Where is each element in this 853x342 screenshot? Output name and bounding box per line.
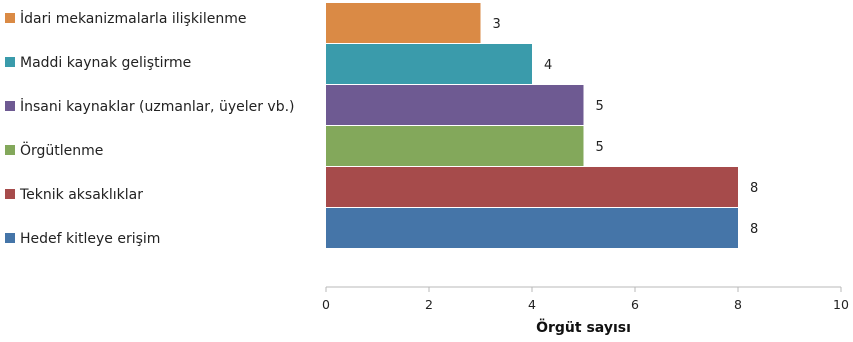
bar-0: [326, 3, 481, 43]
bar-5: [326, 208, 738, 248]
legend-swatch-1: [5, 57, 15, 67]
bars: [326, 3, 738, 248]
legend: İdari mekanizmalarla ilişkilenme Maddi ka…: [5, 9, 295, 247]
data-label-0: 3: [493, 17, 501, 32]
x-axis: 0 2 4 6 8 10: [322, 286, 849, 312]
bar-2: [326, 85, 584, 125]
legend-swatch-0: [5, 13, 15, 23]
data-label-2: 5: [596, 99, 604, 114]
bar-4: [326, 167, 738, 207]
data-labels: 3 4 5 5 8 8: [493, 17, 759, 237]
legend-label-5: Hedef kitleye erişim: [20, 231, 160, 247]
legend-swatch-2: [5, 101, 15, 111]
legend-label-3: Örgütlenme: [20, 141, 103, 159]
x-tick-label-3: 6: [631, 297, 639, 312]
legend-label-0: İdari mekanizmalarla ilişkilenme: [20, 9, 246, 27]
x-tick-label-1: 2: [425, 297, 433, 312]
legend-label-4: Teknik aksaklıklar: [19, 187, 143, 203]
data-label-3: 5: [596, 140, 604, 155]
data-label-4: 8: [750, 181, 758, 196]
x-tick-label-2: 4: [528, 297, 536, 312]
x-axis-title: Örgüt sayısı: [536, 318, 631, 336]
legend-label-2: İnsani kaynaklar (uzmanlar, üyeler vb.): [20, 97, 295, 115]
bar-1: [326, 44, 532, 84]
data-label-5: 8: [750, 222, 758, 237]
data-label-1: 4: [544, 58, 552, 73]
x-tick-label-5: 10: [833, 297, 849, 312]
x-tick-label-0: 0: [322, 297, 330, 312]
legend-swatch-5: [5, 233, 15, 243]
legend-swatch-4: [5, 189, 15, 199]
bar-3: [326, 126, 584, 166]
x-tick-label-4: 8: [734, 297, 742, 312]
legend-label-1: Maddi kaynak geliştirme: [20, 55, 191, 71]
legend-swatch-3: [5, 145, 15, 155]
